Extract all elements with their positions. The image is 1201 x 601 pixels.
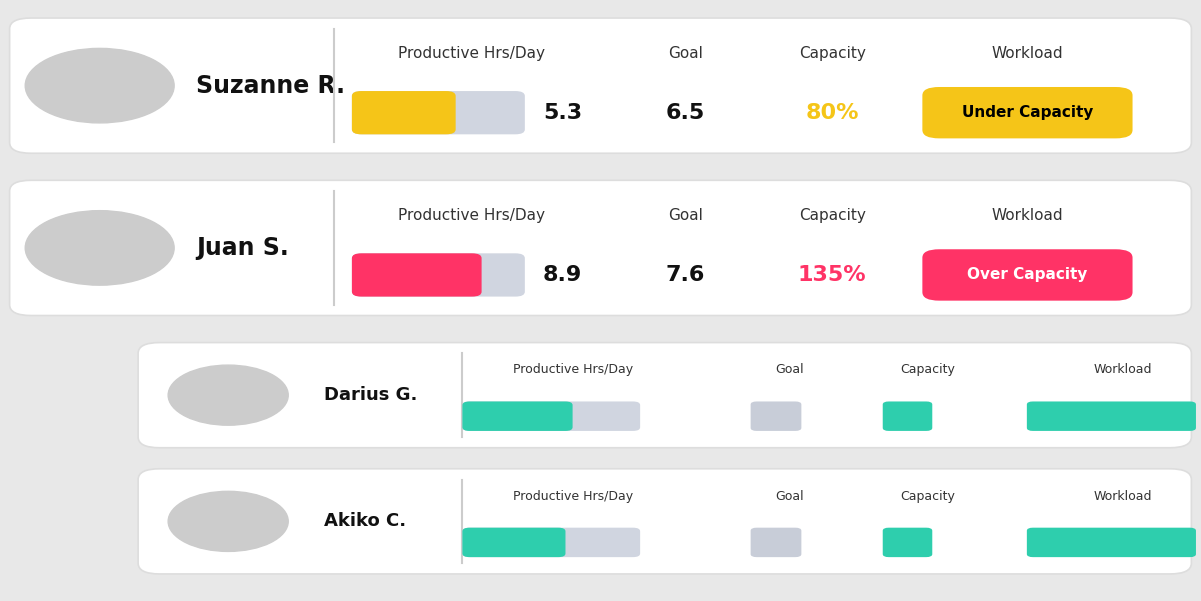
- Text: 7.6: 7.6: [665, 265, 705, 285]
- FancyBboxPatch shape: [883, 401, 932, 431]
- Text: Suzanne R.: Suzanne R.: [196, 74, 345, 97]
- FancyBboxPatch shape: [883, 528, 932, 557]
- Text: Over Capacity: Over Capacity: [967, 267, 1088, 282]
- FancyBboxPatch shape: [1027, 528, 1196, 557]
- FancyBboxPatch shape: [138, 343, 1191, 448]
- Text: Darius G.: Darius G.: [324, 386, 418, 404]
- Text: 8.9: 8.9: [543, 265, 582, 285]
- Text: Goal: Goal: [668, 208, 703, 223]
- Text: Productive Hrs/Day: Productive Hrs/Day: [399, 208, 545, 223]
- FancyBboxPatch shape: [922, 87, 1133, 138]
- FancyBboxPatch shape: [352, 254, 482, 297]
- Text: Goal: Goal: [776, 364, 803, 376]
- FancyBboxPatch shape: [352, 91, 455, 135]
- FancyBboxPatch shape: [462, 401, 640, 431]
- FancyBboxPatch shape: [10, 18, 1191, 153]
- FancyBboxPatch shape: [462, 528, 640, 557]
- Circle shape: [25, 210, 174, 285]
- Text: Workload: Workload: [992, 46, 1063, 61]
- Text: Capacity: Capacity: [901, 490, 955, 502]
- Text: 80%: 80%: [806, 103, 859, 123]
- FancyBboxPatch shape: [751, 528, 801, 557]
- Text: Productive Hrs/Day: Productive Hrs/Day: [399, 46, 545, 61]
- FancyBboxPatch shape: [352, 254, 525, 297]
- FancyBboxPatch shape: [462, 528, 566, 557]
- Text: Workload: Workload: [1094, 490, 1152, 502]
- FancyBboxPatch shape: [462, 401, 573, 431]
- Text: 5.3: 5.3: [543, 103, 582, 123]
- FancyBboxPatch shape: [352, 91, 525, 135]
- Text: 6.5: 6.5: [665, 103, 705, 123]
- FancyBboxPatch shape: [138, 469, 1191, 574]
- Text: Akiko C.: Akiko C.: [324, 513, 406, 530]
- Text: Capacity: Capacity: [901, 364, 955, 376]
- Text: Workload: Workload: [1094, 364, 1152, 376]
- Text: Goal: Goal: [776, 490, 803, 502]
- Text: Productive Hrs/Day: Productive Hrs/Day: [513, 364, 634, 376]
- Circle shape: [168, 365, 288, 426]
- Circle shape: [25, 48, 174, 123]
- Text: 135%: 135%: [797, 265, 867, 285]
- FancyBboxPatch shape: [10, 180, 1191, 316]
- Text: Goal: Goal: [668, 46, 703, 61]
- FancyBboxPatch shape: [922, 249, 1133, 300]
- FancyBboxPatch shape: [751, 401, 801, 431]
- Text: Productive Hrs/Day: Productive Hrs/Day: [513, 490, 634, 502]
- Text: Under Capacity: Under Capacity: [962, 105, 1093, 120]
- Text: Capacity: Capacity: [799, 208, 866, 223]
- Text: Juan S.: Juan S.: [196, 236, 288, 260]
- Text: Workload: Workload: [992, 208, 1063, 223]
- Circle shape: [168, 492, 288, 552]
- FancyBboxPatch shape: [1027, 401, 1196, 431]
- Text: Capacity: Capacity: [799, 46, 866, 61]
